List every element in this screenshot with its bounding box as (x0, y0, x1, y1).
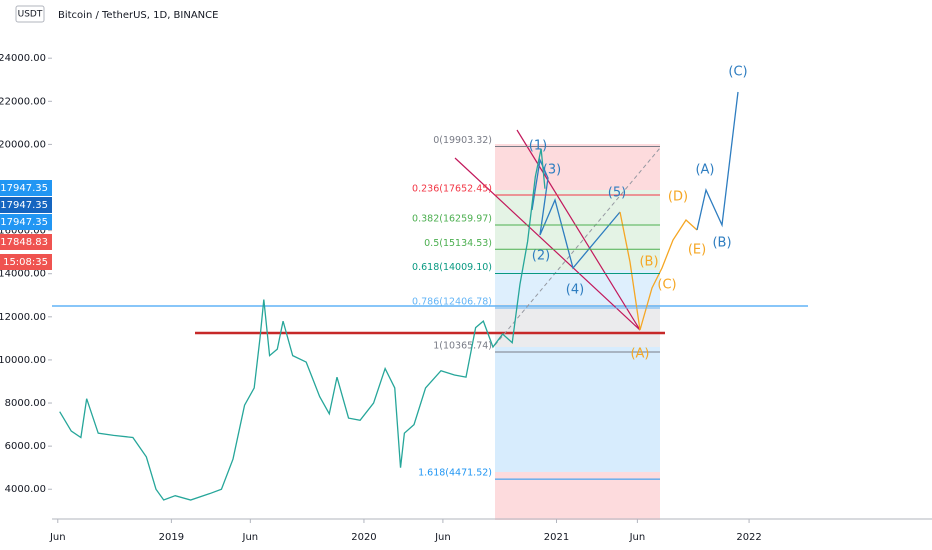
x-tick-label: Jun (629, 532, 646, 543)
trend-line (454, 157, 641, 331)
x-tick-label: 2022 (736, 532, 761, 543)
price-tag (0, 254, 52, 270)
fib-zone (495, 472, 660, 520)
wave-label: (A) (695, 163, 714, 178)
y-tick-label: 14000.00 (0, 269, 46, 280)
y-tick-label: 24000.00 (0, 53, 46, 64)
wave-label: (C) (657, 278, 676, 293)
wave-label: (C) (728, 65, 747, 80)
x-tick-label: 2020 (351, 532, 376, 543)
fib-zone (495, 144, 660, 190)
wave-label: (A) (630, 347, 649, 362)
y-tick-label: 20000.00 (0, 139, 46, 150)
wave-label: (D) (668, 190, 688, 205)
x-tick-label: 2021 (544, 532, 569, 543)
wave-path (531, 157, 621, 270)
price-tag (0, 197, 52, 213)
price-tag-label: 15:08:35 (3, 257, 48, 268)
y-tick-label: 12000.00 (0, 312, 46, 323)
wave-label: (E) (688, 243, 706, 258)
y-tick-label: 6000.00 (5, 441, 46, 452)
fib-label: 0.618(14009.10) (412, 262, 492, 273)
price-tag-label: 17947.35 (0, 183, 48, 194)
title: Bitcoin / TetherUS, 1D, BINANCE (58, 10, 218, 21)
trend-line (494, 147, 661, 346)
price-tag-label: 17848.83 (0, 237, 48, 248)
price-tag (0, 214, 52, 230)
y-tick-label: 22000.00 (0, 96, 46, 107)
fib-zone (495, 304, 660, 347)
fib-label: 0(19903.32) (433, 135, 492, 146)
y-tick-label: 16000.00 (0, 226, 46, 237)
wave-label: (4) (566, 283, 584, 298)
price-tag-label: 17947.35 (0, 200, 48, 211)
badge-text: USDT (18, 10, 43, 20)
fib-label: 1(10365.74) (433, 341, 492, 352)
wave-label: (1) (529, 139, 547, 154)
x-tick-label: Jun (434, 532, 451, 543)
fib-label: 1.618(4471.52) (418, 468, 492, 479)
y-tick-label: 4000.00 (5, 484, 46, 495)
fib-label: 0.382(16259.97) (412, 214, 492, 225)
price-tag (0, 180, 52, 196)
fib-zone (495, 190, 660, 270)
wave-label: (B) (712, 236, 731, 251)
x-tick-label: 2019 (159, 532, 184, 543)
fib-zone (495, 347, 660, 472)
wave-label: (B) (639, 255, 658, 270)
price-tag (0, 234, 52, 250)
y-tick-label: 10000.00 (0, 355, 46, 366)
price-tag-label: 17947.35 (0, 217, 48, 228)
price-line (59, 148, 546, 501)
wave-label: (2) (532, 249, 550, 264)
wave-label: (3) (543, 163, 561, 178)
y-tick-label: 8000.00 (5, 398, 46, 409)
fib-label: 0.786(12406.78) (412, 297, 492, 308)
fib-label: 0.236(17652.45) (412, 183, 492, 194)
x-tick-label: Jun (49, 532, 66, 543)
x-tick-label: Jun (242, 532, 259, 543)
badge[interactable] (15, 5, 45, 23)
wave-label: (5) (608, 186, 626, 201)
fib-label: 0.5(15134.53) (424, 238, 492, 249)
wave-path (696, 91, 739, 231)
